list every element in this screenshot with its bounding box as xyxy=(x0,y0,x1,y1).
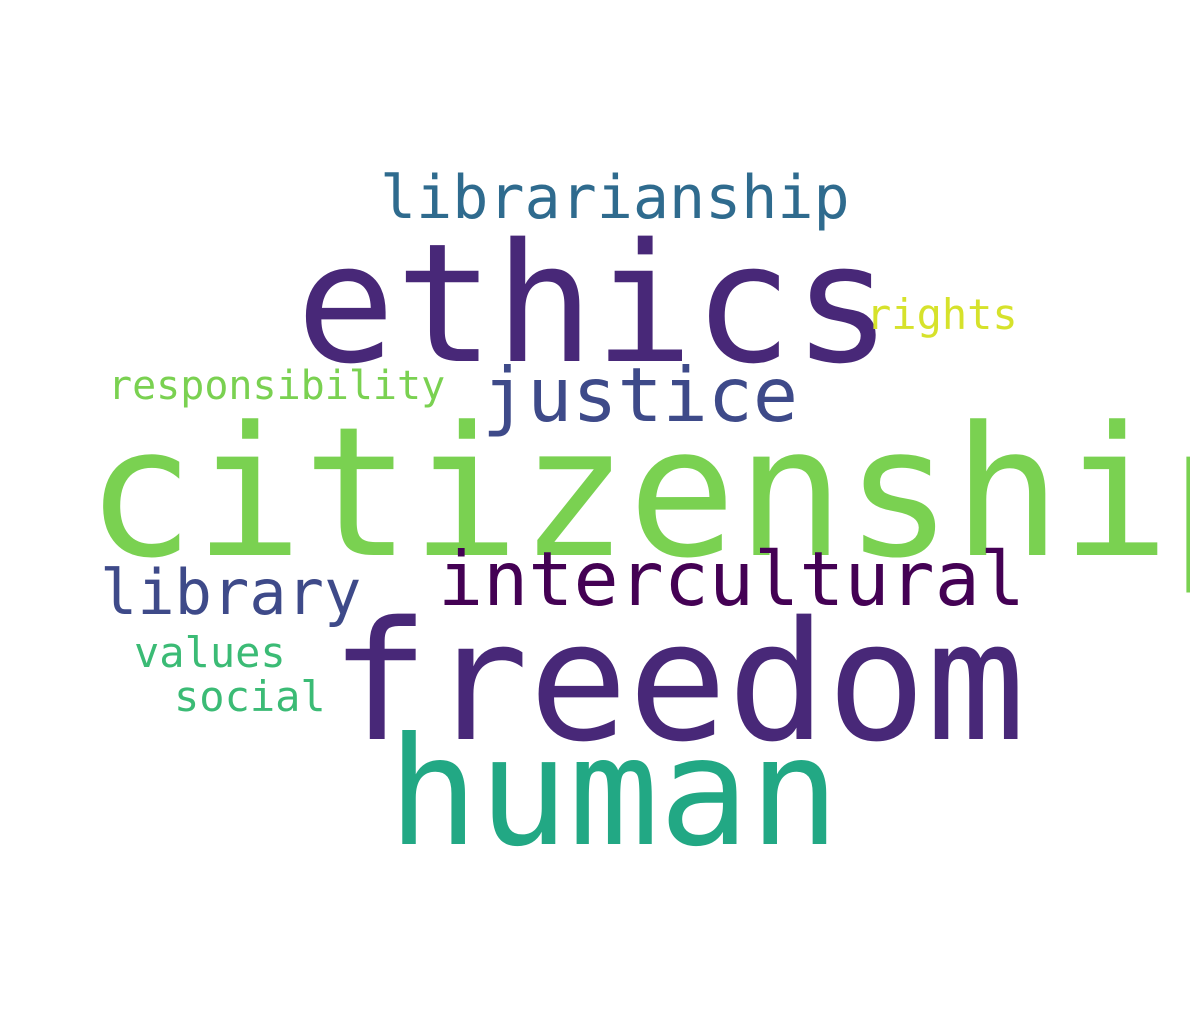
word-rights: rights xyxy=(866,290,1018,339)
word-ethics: ethics xyxy=(296,208,893,400)
word-freedom: freedom xyxy=(330,586,1026,778)
word-citizenship: citizenship xyxy=(86,389,1190,598)
word-library: library xyxy=(100,556,362,629)
word-justice: justice xyxy=(482,351,799,439)
word-intercultural: intercultural xyxy=(438,535,1025,623)
word-librarianship: librarianship xyxy=(380,163,850,233)
word-responsibility: responsibility xyxy=(108,363,446,409)
word-values: values xyxy=(134,628,286,677)
word-human: human xyxy=(388,706,840,880)
word-social: social xyxy=(174,672,326,721)
